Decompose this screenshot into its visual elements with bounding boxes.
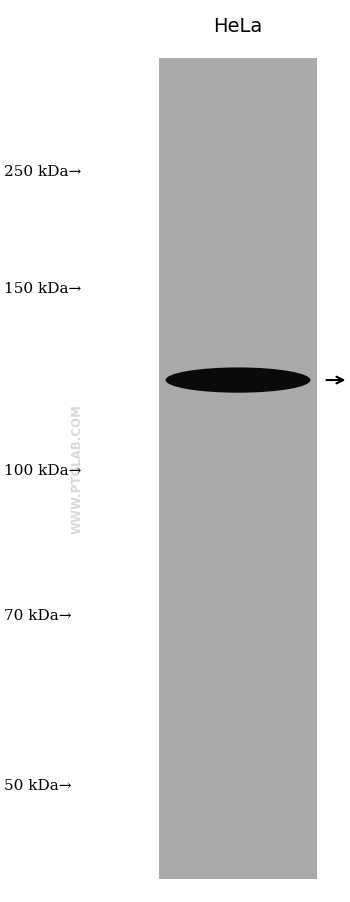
Text: 150 kDa→: 150 kDa→ [4,281,81,296]
Text: 100 kDa→: 100 kDa→ [4,464,81,478]
Text: 70 kDa→: 70 kDa→ [4,608,71,622]
Bar [159,59,317,879]
Ellipse shape [166,368,310,393]
Text: 50 kDa→: 50 kDa→ [4,778,71,792]
Text: 250 kDa→: 250 kDa→ [4,164,81,179]
Text: WWW.PTGLAB.COM: WWW.PTGLAB.COM [70,404,84,534]
Text: HeLa: HeLa [214,17,262,36]
